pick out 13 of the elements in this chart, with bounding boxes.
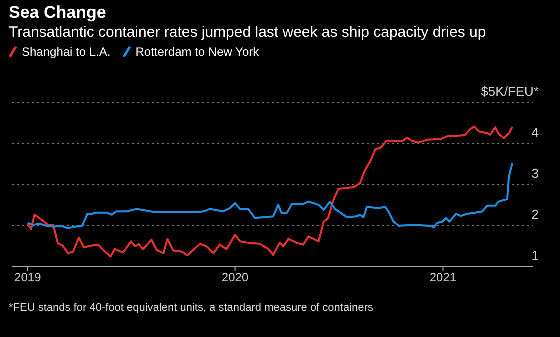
- legend-label: Rotterdam to New York: [136, 45, 260, 59]
- legend-label: Shanghai to L.A.: [22, 45, 111, 59]
- y-tick-label: 2: [532, 207, 539, 222]
- y-tick-label: $5K/FEU*: [481, 84, 539, 99]
- x-tick-label: 2020: [222, 270, 249, 285]
- chart-title: Sea Change: [9, 3, 106, 23]
- y-tick-label: 3: [532, 166, 539, 181]
- x-tick-label: 2021: [430, 270, 457, 285]
- text: *FEU stands for 40-foot equivalent units, a standard measure of containers: [9, 302, 374, 314]
- y-tick-label: 1: [532, 248, 539, 263]
- chart-subtitle: Transatlantic container rates jumped last week as ship capacity dries up: [9, 24, 486, 41]
- y-tick-label: 4: [532, 125, 539, 140]
- x-tick-label: 2019: [14, 270, 42, 285]
